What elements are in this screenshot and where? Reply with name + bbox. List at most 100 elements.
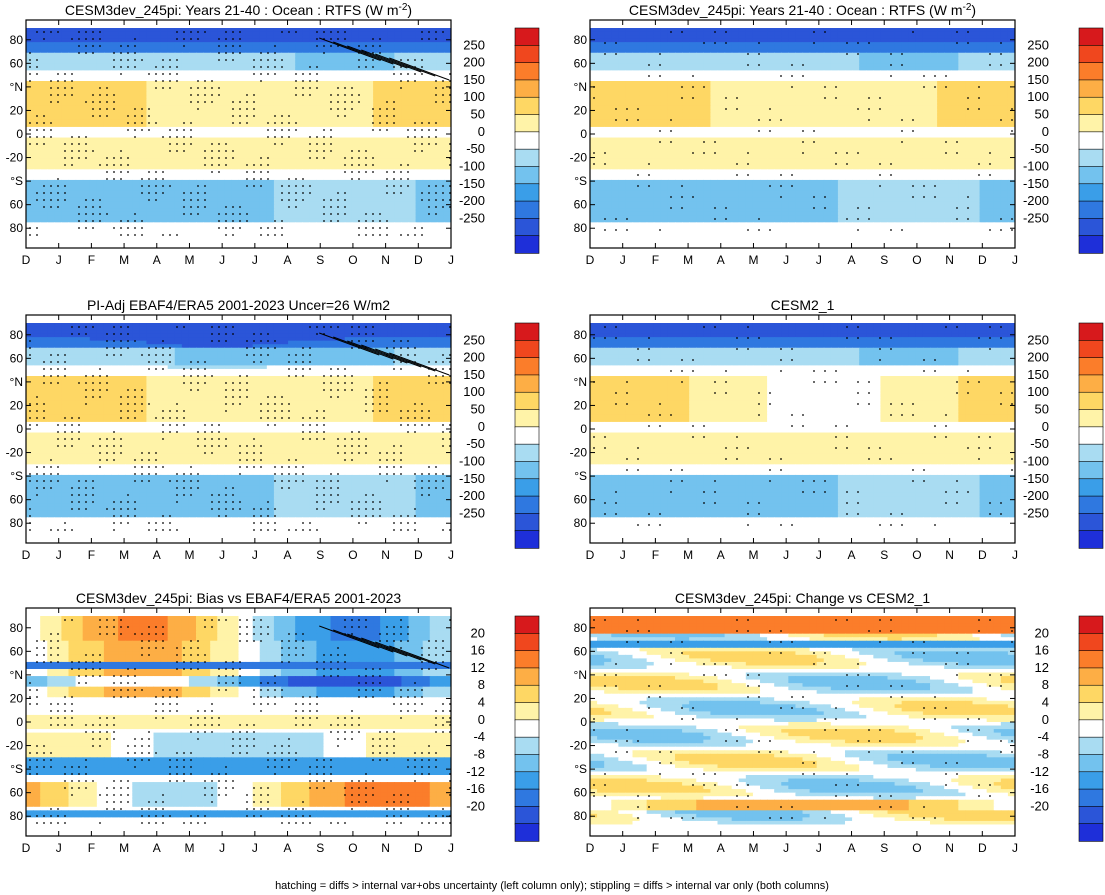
colorbar-label: 0	[1042, 712, 1049, 727]
colorbar-label: 0	[478, 712, 485, 727]
colorbar-swatch	[514, 788, 540, 808]
colorbar-label: 8	[1042, 677, 1049, 692]
x-tick-label: J	[448, 548, 454, 562]
y-tick-label: 60	[10, 198, 24, 212]
y-tick-label: °S	[10, 469, 23, 483]
x-tick-label: D	[22, 253, 31, 267]
colorbar-swatch	[1078, 62, 1104, 81]
x-tick-label: M	[119, 548, 129, 562]
colorbar-label: -8	[473, 746, 485, 761]
x-tick-label: J	[252, 841, 258, 855]
colorbar-swatch	[514, 702, 540, 721]
y-tick-label: °N	[10, 375, 23, 389]
x-tick-label: J	[252, 253, 258, 267]
colorbar-swatch	[514, 218, 540, 237]
x-tick-label: J	[620, 253, 626, 267]
x-tick-label: O	[348, 548, 357, 562]
colorbar-label: 250	[463, 332, 485, 347]
x-tick-label: F	[652, 548, 659, 562]
panel-p6: CESM3dev_245pi: Change vs CESM2_1 D J F M A M J…	[570, 590, 1104, 855]
y-tick-label: °N	[10, 668, 23, 682]
colorbar-swatch	[1078, 148, 1104, 168]
colorbar-swatch	[514, 166, 540, 185]
colorbar-label: 100	[463, 89, 485, 104]
y-tick-label: °S	[10, 762, 23, 776]
colorbar-label: 20	[1035, 625, 1049, 640]
x-tick-label: M	[184, 548, 194, 562]
colorbar-swatch	[1078, 374, 1104, 393]
x-tick-label: F	[652, 253, 659, 267]
colorbar-swatch	[514, 754, 540, 773]
y-tick-label: 60	[10, 786, 24, 800]
x-tick-label: D	[414, 841, 423, 855]
x-tick-label: M	[683, 841, 693, 855]
x-tick-label: J	[56, 841, 62, 855]
colorbar-swatch	[1078, 736, 1104, 756]
y-tick-label: 20	[574, 691, 588, 705]
colorbar-label: -50	[466, 436, 485, 451]
field	[590, 323, 1015, 536]
panel-title-sup: -2	[398, 2, 407, 13]
colorbar-label: 4	[478, 695, 485, 710]
colorbar-swatch	[1078, 788, 1104, 808]
field	[26, 616, 451, 829]
x-tick-label: A	[717, 841, 725, 855]
colorbar-swatch	[1078, 27, 1104, 47]
panel-title-main: CESM3dev_245pi: Years 21-40 : Ocean : RT…	[629, 2, 963, 18]
colorbar: 250 200 150 100 50 0 -50 -100 -150 -200 -250	[459, 322, 540, 549]
y-tick-label: 60	[574, 351, 588, 365]
colorbar: 250 200 150 100 50 0 -50 -100 -150 -200 -250	[459, 27, 540, 254]
colorbar-swatch	[514, 131, 540, 150]
y-tick-label: 60	[10, 351, 24, 365]
colorbar-label: -8	[1037, 746, 1049, 761]
colorbar-swatch	[514, 79, 540, 98]
x-tick-label: F	[88, 841, 95, 855]
colorbar-label: 50	[1035, 402, 1049, 417]
x-tick-label: J	[56, 548, 62, 562]
panel-title-tail: )	[971, 2, 976, 18]
y-tick-label: 80	[10, 809, 24, 823]
colorbar-swatch	[1078, 650, 1104, 669]
x-tick-label: A	[848, 548, 856, 562]
panel-title-main: CESM3dev_245pi: Bias vs EBAF4/ERA5 2001-…	[76, 590, 402, 606]
x-tick-label: N	[381, 841, 390, 855]
colorbar-swatch	[1078, 166, 1104, 185]
colorbar-swatch	[514, 650, 540, 669]
x-tick-label: J	[219, 253, 225, 267]
y-tick-label: 80	[10, 221, 24, 235]
x-tick-label: J	[816, 253, 822, 267]
colorbar-swatch	[514, 148, 540, 168]
panel-p4: CESM2_1D J F M A M J J A S O N D J8060°N200-20°S60802…	[570, 297, 1104, 562]
colorbar-label: -100	[1023, 453, 1049, 468]
colorbar-swatch	[1078, 218, 1104, 237]
y-tick-label: -20	[570, 739, 588, 753]
y-tick-label: 60	[10, 644, 24, 658]
x-tick-label: J	[783, 253, 789, 267]
colorbar-label: -100	[1023, 158, 1049, 173]
colorbar-swatch	[514, 684, 540, 704]
y-tick-label: 60	[10, 493, 24, 507]
colorbar-label: -4	[473, 729, 485, 744]
colorbar-label: -250	[459, 505, 485, 520]
panel-p2: CESM3dev_245pi: Years 21-40 : Ocean : RT…	[570, 2, 1104, 267]
colorbar-swatch	[1078, 340, 1104, 359]
x-tick-label: D	[586, 253, 595, 267]
x-tick-label: F	[88, 548, 95, 562]
x-tick-label: S	[880, 548, 888, 562]
x-tick-label: M	[683, 548, 693, 562]
colorbar-swatch	[514, 530, 540, 549]
x-tick-label: J	[783, 841, 789, 855]
colorbar-label: 0	[1042, 419, 1049, 434]
colorbar-swatch	[1078, 684, 1104, 704]
colorbar-swatch	[514, 736, 540, 756]
colorbar-swatch	[514, 96, 540, 116]
colorbar-swatch	[514, 200, 540, 220]
colorbar-swatch	[1078, 426, 1104, 445]
colorbar: 250 200 150 100 50 0 -50 -100 -150 -200 -250	[1023, 322, 1104, 549]
colorbar-swatch	[1078, 633, 1104, 652]
colorbar-swatch	[514, 235, 540, 254]
x-tick-label: F	[88, 253, 95, 267]
colorbar-label: -150	[459, 471, 485, 486]
panel-title-main: CESM3dev_245pi: Years 21-40 : Ocean : RT…	[65, 2, 399, 18]
colorbar-label: 200	[463, 350, 485, 365]
